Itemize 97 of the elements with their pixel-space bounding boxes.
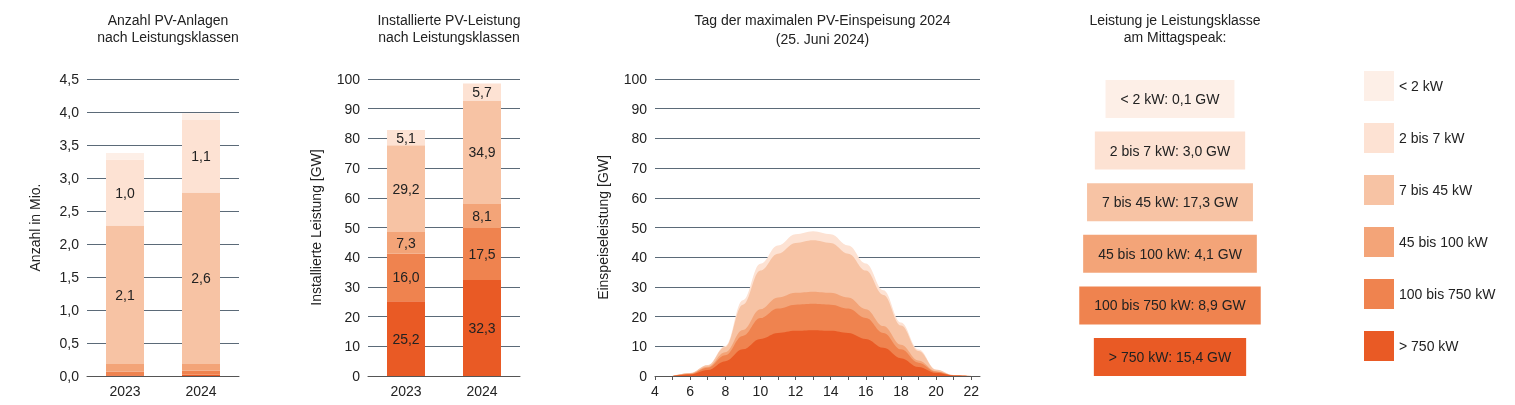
y-tick-label: 70	[631, 160, 648, 177]
bar	[387, 145, 425, 232]
bar	[106, 159, 144, 226]
y-tick-label: 4,5	[59, 71, 80, 87]
y-axis-title: Installierte Leistung [GW]	[308, 149, 324, 306]
y-axis-title: Einspeiseleistung [GW]	[595, 155, 611, 300]
data-label: 32,3	[468, 320, 496, 337]
data-label: 29,2	[392, 180, 420, 197]
bar	[106, 364, 144, 372]
data-label: 25,2	[392, 330, 420, 347]
y-tick-label: 60	[344, 189, 361, 206]
bar	[182, 119, 220, 193]
y-tick-label: 3,5	[59, 137, 80, 153]
y-tick-label: 0	[639, 368, 648, 384]
x-tick-label: 20	[928, 383, 945, 399]
x-tick-label: 16	[858, 383, 874, 399]
bar	[463, 280, 501, 376]
category-label: 2 bis 7 kW: 3,0 GW	[1109, 142, 1231, 159]
x-tick-label: 2023	[390, 383, 422, 399]
y-tick-label: 4,0	[59, 104, 80, 120]
data-label: 16,0	[392, 269, 420, 286]
bar	[463, 100, 501, 205]
x-tick-label: 6	[686, 383, 695, 399]
bar	[387, 253, 425, 302]
y-tick-label: 0,5	[59, 335, 80, 351]
data-label: 34,9	[468, 144, 496, 161]
y-tick-label: 40	[344, 249, 361, 266]
y-tick-label: 100	[623, 71, 648, 87]
y-tick-label: 1,5	[59, 269, 80, 285]
category-label: 100 bis 750 kW: 8,9 GW	[1094, 297, 1247, 314]
y-tick-label: 20	[344, 308, 361, 325]
y-tick-label: 40	[631, 249, 648, 266]
legend-label: < 2 kW	[1399, 78, 1444, 94]
y-tick-label: 30	[631, 278, 648, 295]
x-tick-label: 2024	[466, 383, 498, 399]
y-tick-label: 3,0	[59, 170, 80, 186]
chart-subtitle: (25. Juni 2024)	[775, 30, 870, 47]
y-tick-label: 80	[631, 130, 648, 147]
category-label: > 750 kW: 15,4 GW	[1108, 349, 1232, 365]
data-label: 7,3	[396, 234, 416, 251]
text: Leistung je Leistungsklasse am Mittagspeak:	[1089, 11, 1261, 45]
y-tick-label: 50	[631, 219, 648, 236]
legend-label: 7 bis 45 kW	[1399, 182, 1473, 198]
y-tick-label: 80	[344, 130, 361, 147]
bar	[387, 301, 425, 376]
y-tick-label: 0,0	[59, 368, 80, 384]
y-tick-label: 2,0	[59, 236, 80, 252]
chart-title: Anzahl PV-Anlagen nach Leistungsklassen	[97, 11, 239, 45]
data-label: 2,1	[115, 286, 135, 303]
chart-title: Installierte PV-Leistung nach Leistungsklassen	[377, 11, 521, 45]
x-tick-label: 14	[822, 383, 839, 399]
chart-title: Tag der maximalen PV-Einspeisung 2024	[694, 11, 951, 28]
y-tick-label: 90	[344, 100, 361, 117]
y-tick-label: 2,5	[59, 203, 80, 219]
legend-label: 45 bis 100 kW	[1399, 234, 1489, 250]
bar	[182, 113, 220, 120]
y-tick-label: 30	[344, 278, 361, 295]
y-tick-label: 20	[631, 308, 648, 325]
bar	[106, 225, 144, 365]
y-axis-title: Anzahl in Mio.	[27, 183, 43, 272]
x-tick-label: 12	[787, 383, 804, 399]
y-tick-label: 60	[631, 189, 648, 206]
bar	[182, 364, 220, 371]
data-label: 5,7	[472, 83, 492, 100]
y-tick-label: 100	[336, 71, 361, 87]
x-tick-label: 18	[893, 383, 909, 399]
data-label: 5,1	[396, 129, 416, 146]
bar	[463, 228, 501, 281]
category-label: < 2 kW: 0,1 GW	[1120, 91, 1221, 107]
x-tick-label: 22	[963, 383, 980, 399]
data-label: 1,1	[191, 148, 211, 165]
data-label: 17,5	[468, 246, 496, 263]
category-label: 7 bis 45 kW: 17,3 GW	[1102, 194, 1239, 211]
x-tick-label: 2024	[185, 383, 217, 399]
x-tick-label: 8	[721, 383, 730, 399]
bar	[106, 152, 144, 160]
legend-label: > 750 kW	[1399, 338, 1460, 354]
y-tick-label: 50	[344, 219, 361, 236]
data-label: 8,1	[472, 208, 492, 225]
data-label: 2,6	[191, 270, 211, 287]
y-tick-label: 10	[344, 338, 361, 355]
y-tick-label: 70	[344, 160, 361, 177]
x-tick-label: 2023	[109, 383, 141, 399]
y-tick-label: 10	[631, 338, 648, 355]
y-tick-label: 0	[352, 368, 361, 384]
legend-label: 2 bis 7 kW	[1399, 130, 1466, 146]
category-label: 45 bis 100 kW: 4,1 GW	[1098, 245, 1243, 262]
x-tick-label: 10	[752, 383, 769, 399]
bar	[387, 231, 425, 254]
legend-label: 100 bis 750 kW	[1399, 286, 1497, 302]
bar	[106, 371, 144, 376]
bar	[182, 192, 220, 365]
x-tick-label: 4	[651, 383, 660, 399]
y-tick-label: 1,0	[59, 302, 80, 318]
data-label: 1,0	[115, 184, 135, 201]
bar	[182, 370, 220, 375]
y-tick-label: 90	[631, 100, 648, 117]
